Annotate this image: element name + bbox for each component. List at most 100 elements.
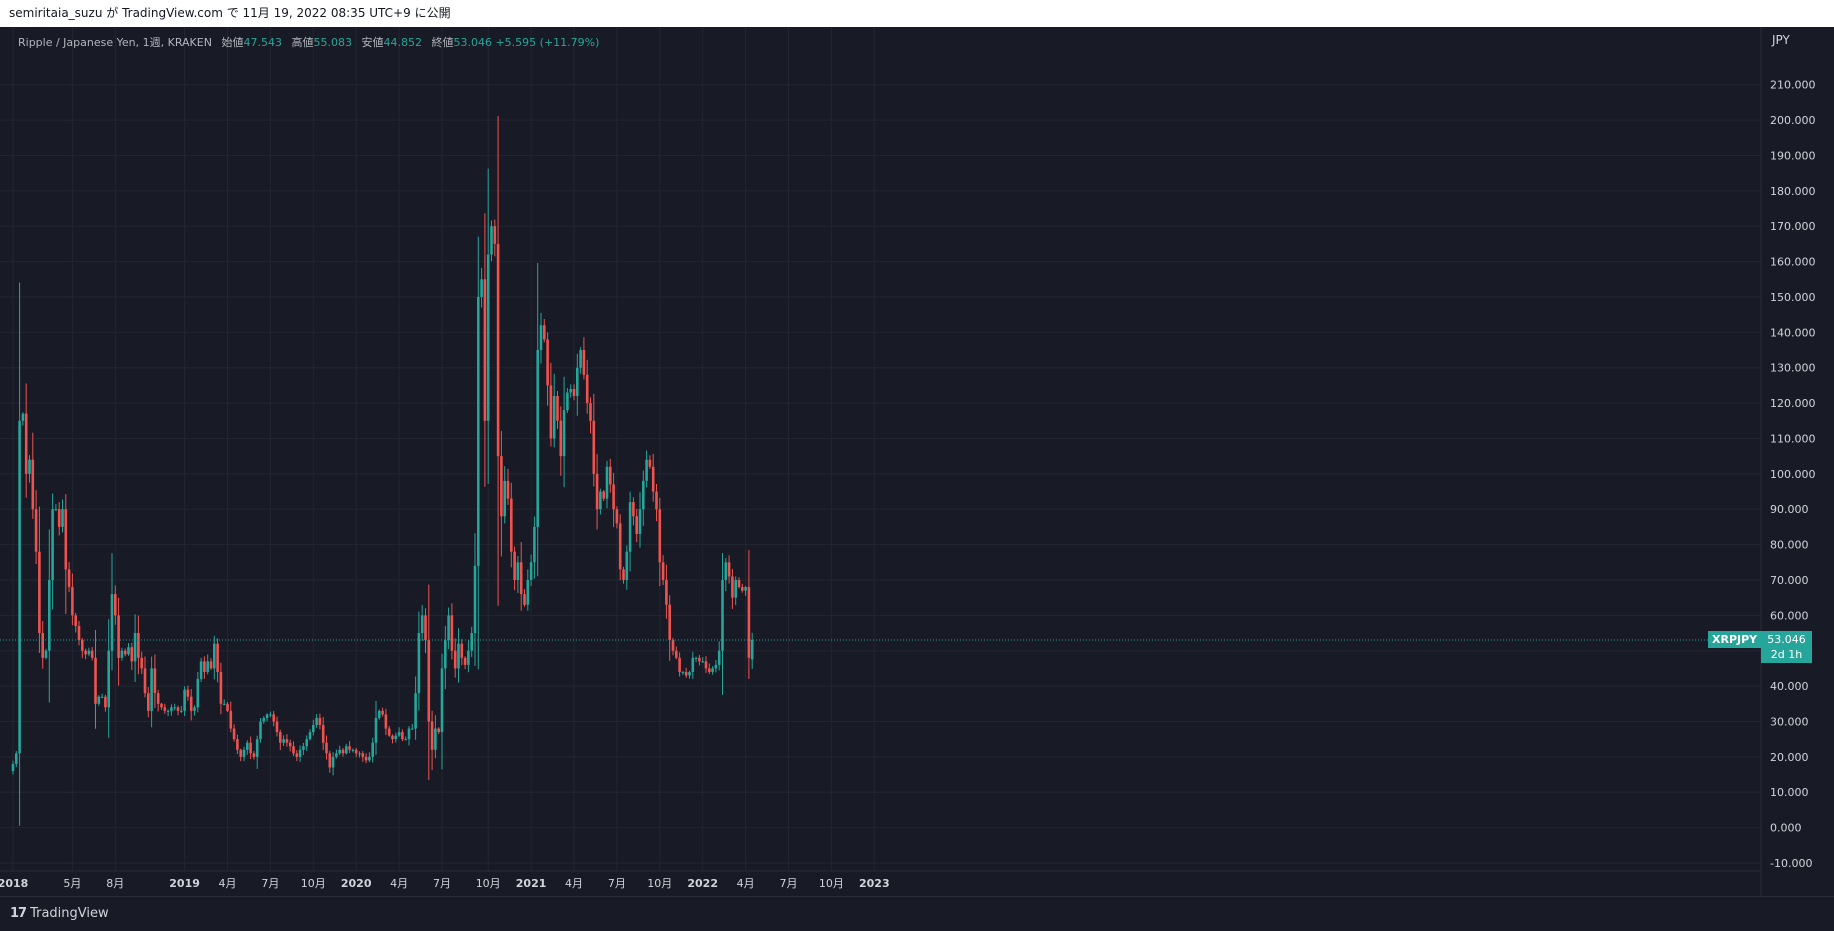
candle-body xyxy=(457,643,460,669)
chart-legend[interactable]: Ripple / Japanese Yen, 1週, KRAKEN 始値47.5… xyxy=(18,34,599,50)
candle-body xyxy=(371,742,374,757)
time-tick-label: 4月 xyxy=(219,877,237,890)
candle-body xyxy=(156,693,160,704)
candle-body xyxy=(625,551,629,580)
candle-body xyxy=(559,420,563,457)
price-tick-label: 130.000 xyxy=(1770,362,1816,375)
candle-body xyxy=(401,732,404,740)
candle-body xyxy=(127,647,130,655)
legend-open-label: 始値 xyxy=(221,36,244,49)
candle-body xyxy=(470,633,473,651)
candle-body xyxy=(566,392,569,411)
candle-body xyxy=(453,650,457,669)
candle-body xyxy=(539,325,543,351)
candle-body xyxy=(427,640,431,722)
footer: 17 TradingView xyxy=(0,896,1834,931)
candle-body xyxy=(222,703,226,705)
candle-body xyxy=(747,587,751,658)
candle-body xyxy=(11,763,15,772)
candle-body xyxy=(727,562,731,577)
candle-body xyxy=(216,643,219,672)
candle-body xyxy=(698,657,701,662)
candle-body xyxy=(318,717,322,726)
candle-body xyxy=(183,689,186,711)
candle-body xyxy=(199,661,203,680)
candle-body xyxy=(259,721,262,740)
price-tick-label: 110.000 xyxy=(1770,432,1816,445)
tradingview-logo-mark-icon: 17 xyxy=(10,906,27,921)
candle-body xyxy=(701,661,704,663)
time-axis[interactable]: 2018 5月 8月 2019 4月 7月 10月 2020 4月 7月 10月 2021 4月 7月 10… xyxy=(0,877,890,890)
time-tick-label: 10月 xyxy=(819,877,844,890)
candle-body xyxy=(345,746,348,754)
candle-body xyxy=(331,756,335,768)
candle-body xyxy=(338,749,341,754)
candle-body xyxy=(341,749,345,754)
candle-body xyxy=(381,710,384,715)
candle-body xyxy=(279,732,282,743)
price-tick-label: 120.000 xyxy=(1770,397,1816,410)
price-unit-label[interactable]: JPY xyxy=(1772,33,1790,47)
time-tick-label: 2019 xyxy=(169,877,200,890)
candlesticks xyxy=(11,116,754,826)
time-tick-label: 4月 xyxy=(565,877,583,890)
candle-body xyxy=(193,707,196,711)
candle-body xyxy=(691,657,695,672)
chart-frame[interactable]: -10.0000.00010.00020.00030.00040.00050.0… xyxy=(0,27,1834,896)
candle-body xyxy=(417,633,421,694)
candle-body xyxy=(239,749,242,757)
candle-body xyxy=(219,671,223,704)
candle-body xyxy=(249,742,252,754)
candle-body xyxy=(447,615,450,641)
candle-body xyxy=(562,410,566,457)
candle-body xyxy=(671,640,675,651)
price-tick-label: -10.000 xyxy=(1770,857,1812,870)
candle-body xyxy=(450,615,454,651)
candle-body xyxy=(645,459,648,481)
time-tick-label: 4月 xyxy=(737,877,755,890)
candle-body xyxy=(74,615,77,626)
time-tick-label: 2023 xyxy=(859,877,890,890)
candle-body xyxy=(467,650,470,665)
candle-body xyxy=(71,587,74,616)
candle-body xyxy=(120,650,124,658)
candle-body xyxy=(51,509,54,580)
candle-body xyxy=(374,717,378,743)
price-chart[interactable]: -10.0000.00010.00020.00030.00040.00050.0… xyxy=(0,27,1834,896)
candle-body xyxy=(572,388,576,397)
candle-body xyxy=(477,296,480,566)
legend-change-value: +5.595 (+11.79%) xyxy=(495,36,600,49)
candle-body xyxy=(328,753,332,768)
candle-body xyxy=(638,509,642,534)
time-tick-label: 7月 xyxy=(780,877,798,890)
candle-body xyxy=(364,756,368,761)
candle-body xyxy=(665,579,668,605)
candle-body xyxy=(642,480,645,510)
time-tick-label: 7月 xyxy=(261,877,279,890)
candle-body xyxy=(678,657,681,672)
candle-body xyxy=(272,714,275,722)
candle-body xyxy=(579,350,582,368)
candle-body xyxy=(206,661,209,672)
price-tick-label: 60.000 xyxy=(1770,609,1809,622)
candle-body xyxy=(384,714,388,729)
candle-body xyxy=(523,594,526,605)
candle-body xyxy=(569,388,572,393)
candle-body xyxy=(648,459,652,467)
candle-body xyxy=(44,650,48,658)
time-tick-label: 2018 xyxy=(0,877,28,890)
price-tick-label: 40.000 xyxy=(1770,680,1809,693)
candle-body xyxy=(605,466,609,499)
candle-body xyxy=(368,756,371,761)
tradingview-logo[interactable]: 17 TradingView xyxy=(10,906,109,921)
candle-body xyxy=(48,579,51,651)
price-axis[interactable]: -10.0000.00010.00020.00030.00040.00050.0… xyxy=(1770,79,1816,870)
candle-body xyxy=(335,753,338,757)
candle-body xyxy=(90,650,94,658)
time-tick-label: 8月 xyxy=(106,877,124,890)
last-price-value: 53.046 xyxy=(1767,633,1806,646)
candle-body xyxy=(262,717,266,722)
candle-body xyxy=(236,739,239,750)
candle-body xyxy=(750,639,754,660)
candle-body xyxy=(724,562,728,580)
